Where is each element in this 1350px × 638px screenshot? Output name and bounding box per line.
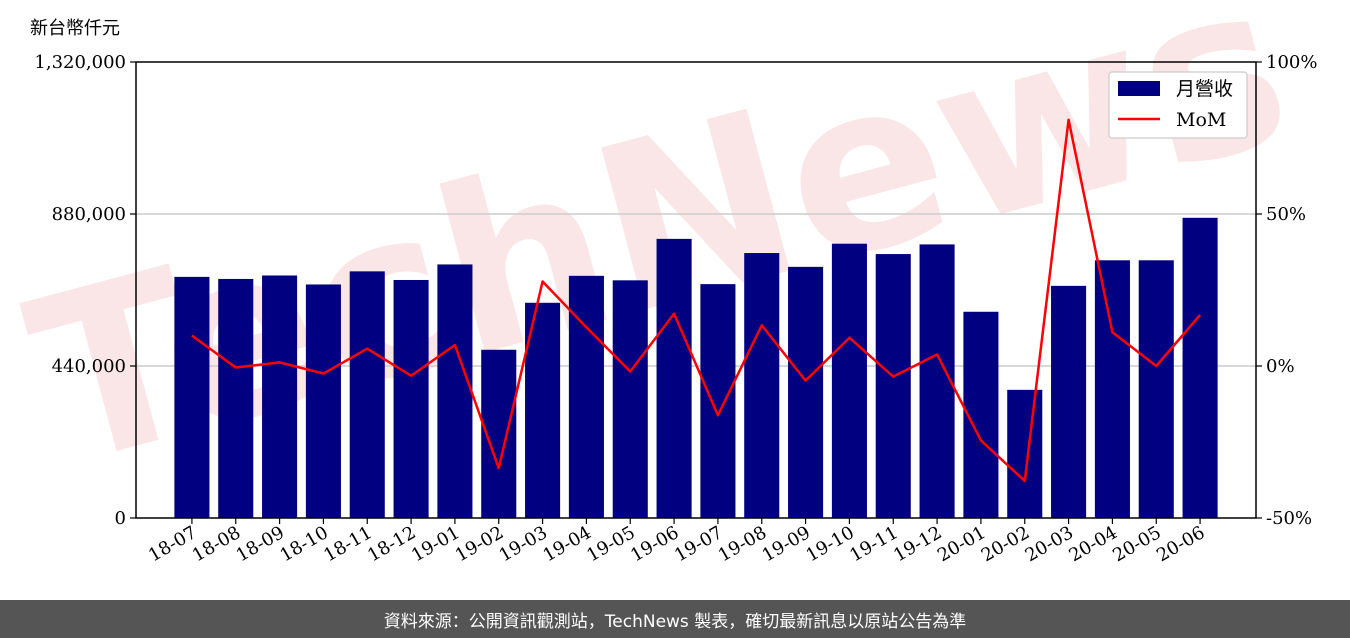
x-tick-label: 20-03 <box>1022 522 1077 566</box>
plot-frame <box>135 61 1257 519</box>
bar-19-01 <box>437 264 473 518</box>
x-tick-label: 19-01 <box>408 522 463 566</box>
left-tick-label: 880,000 <box>52 204 126 225</box>
x-tick-label: 18-10 <box>276 522 331 566</box>
legend: 月營收 MoM <box>1108 71 1248 139</box>
x-tick-label: 19-06 <box>627 522 682 566</box>
x-tick-label: 20-06 <box>1153 522 1208 566</box>
legend-bar-swatch <box>1118 81 1160 96</box>
revenue-bars <box>174 217 1218 519</box>
left-tick-label: 440,000 <box>52 356 126 377</box>
bar-19-04 <box>568 275 604 518</box>
footer-text: 資料來源：公開資訊觀測站，TechNews 製表，確切最新訊息以原站公告為準 <box>383 611 967 632</box>
x-tick-label: 18-07 <box>145 522 200 566</box>
left-tick-label: 0 <box>115 508 126 529</box>
right-tick-label: 100% <box>1266 52 1317 73</box>
bar-20-03 <box>1051 285 1087 518</box>
right-tick-label: -50% <box>1266 508 1312 529</box>
bar-18-11 <box>349 271 385 518</box>
legend-label-revenue: 月營收 <box>1176 78 1233 100</box>
bar-19-11 <box>875 254 911 518</box>
bar-19-07 <box>700 284 736 518</box>
bar-20-04 <box>1094 260 1130 518</box>
x-tick-label: 19-12 <box>890 522 945 566</box>
bar-19-10 <box>831 243 867 518</box>
x-tick-label: 20-05 <box>1109 522 1164 566</box>
x-tick-label: 19-10 <box>802 522 857 566</box>
legend-label-mom: MoM <box>1176 109 1226 131</box>
x-tick-label: 18-08 <box>189 522 244 566</box>
x-tick-label: 19-07 <box>671 522 726 566</box>
bar-18-12 <box>393 279 429 518</box>
x-tick-label: 18-12 <box>364 522 419 566</box>
mom-line <box>191 118 1202 483</box>
x-tick-label: 18-09 <box>233 522 288 566</box>
bar-18-08 <box>218 278 254 518</box>
bar-20-06 <box>1182 217 1218 519</box>
bar-19-12 <box>919 244 955 518</box>
bar-20-02 <box>1007 389 1043 518</box>
x-tick-label: 20-02 <box>978 522 1033 566</box>
right-tick-label: 0% <box>1266 356 1295 377</box>
bar-19-06 <box>656 238 692 518</box>
x-tick-label: 18-11 <box>320 522 375 566</box>
bar-19-05 <box>612 280 648 518</box>
bar-18-07 <box>174 276 210 518</box>
y-unit-label: 新台幣仟元 <box>30 18 120 39</box>
bar-18-10 <box>305 284 341 518</box>
bar-19-03 <box>525 302 561 518</box>
bar-20-05 <box>1138 260 1174 518</box>
x-tick-label: 19-02 <box>452 522 507 566</box>
mom-line-group <box>191 118 1202 483</box>
bar-19-08 <box>744 253 780 518</box>
x-tick-label: 20-01 <box>934 522 989 566</box>
x-tick-label: 19-09 <box>759 522 814 566</box>
x-tick-label: 19-04 <box>539 522 594 566</box>
x-tick-label: 19-08 <box>715 522 770 566</box>
right-tick-label: 50% <box>1266 204 1306 225</box>
x-tick-label: 19-11 <box>846 522 901 566</box>
axes <box>135 61 1257 519</box>
x-tick-label: 19-03 <box>496 522 551 566</box>
bar-18-09 <box>262 275 298 518</box>
source-footer: 資料來源：公開資訊觀測站，TechNews 製表，確切最新訊息以原站公告為準 <box>0 600 1350 638</box>
bar-19-09 <box>788 266 824 518</box>
left-tick-label: 1,320,000 <box>34 52 126 73</box>
x-tick-label: 19-05 <box>583 522 638 566</box>
revenue-chart: TechNews 0440,000880,0001,320,000-50%0%5… <box>7 0 1318 566</box>
x-tick-label: 20-04 <box>1065 522 1120 566</box>
